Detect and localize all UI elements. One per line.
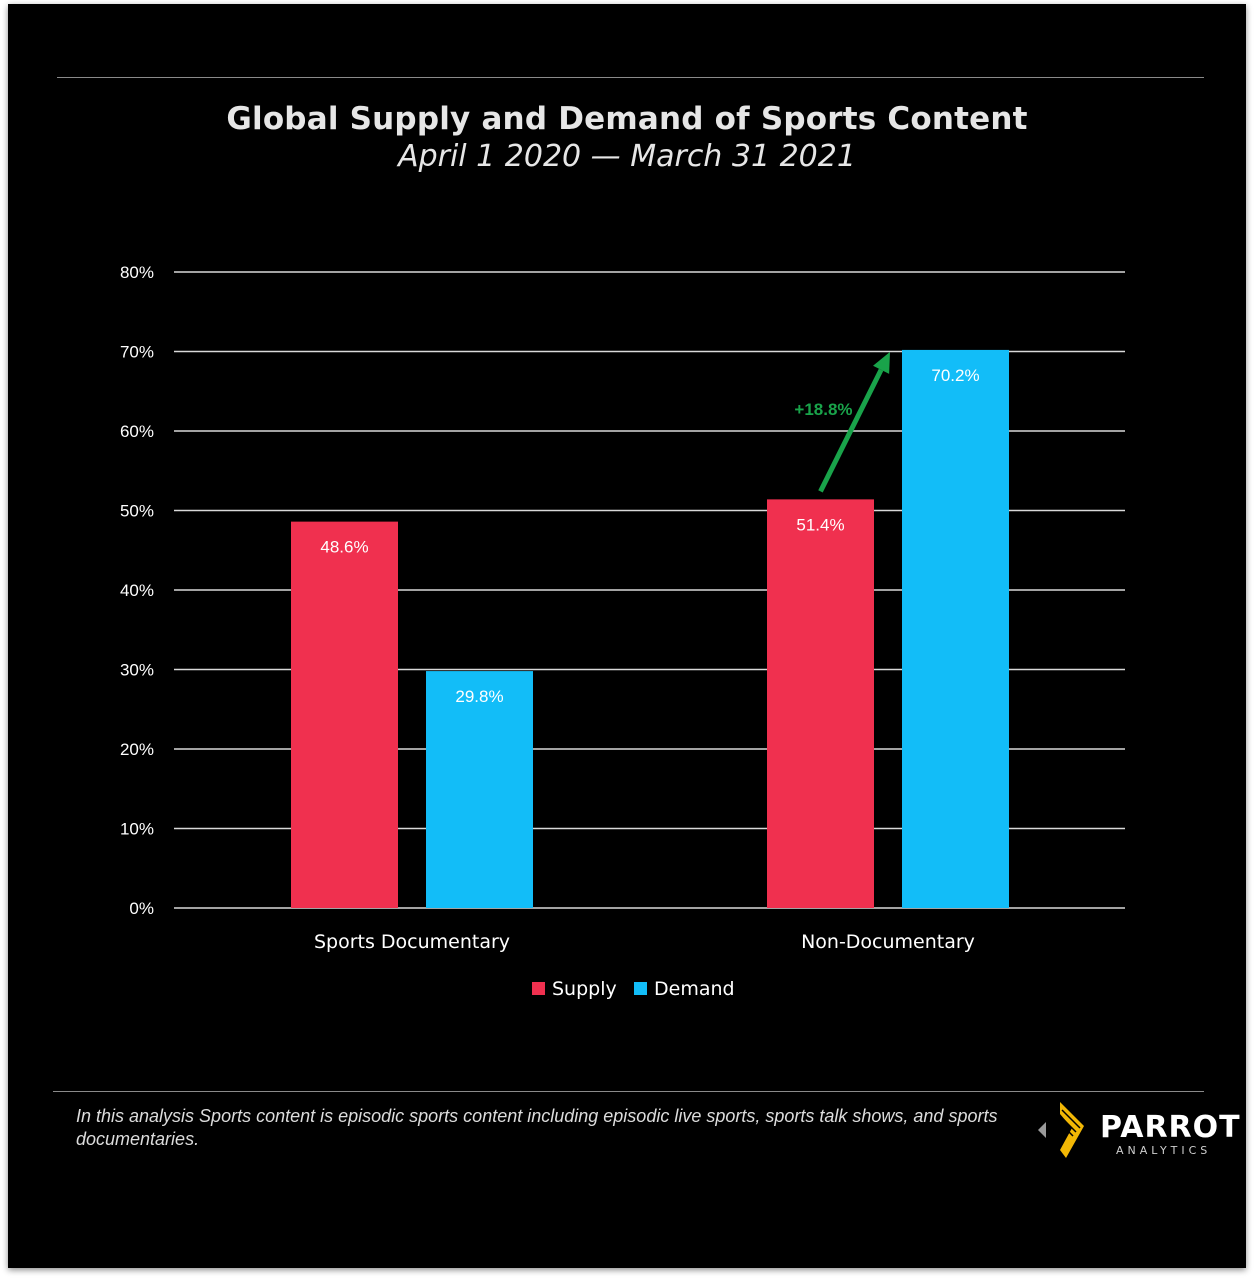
annotation-arrow-shaft — [818, 368, 884, 493]
parrot-logo-icon — [1038, 1102, 1084, 1158]
y-tick-label: 70% — [120, 343, 154, 362]
y-tick-label: 0% — [129, 899, 154, 918]
annotation: +18.8% — [794, 351, 890, 493]
parrot-analytics-logo: PARROT ANALYTICS — [1036, 1100, 1240, 1160]
y-tick-label: 60% — [120, 422, 154, 441]
legend-label: Demand — [654, 978, 735, 1000]
y-tick-label: 20% — [120, 740, 154, 759]
data-label: 51.4% — [796, 515, 844, 534]
annotation-arrow-head — [873, 351, 890, 374]
y-tick-label: 80% — [120, 263, 154, 282]
bar — [767, 499, 874, 908]
bar — [291, 521, 398, 908]
bars — [291, 349, 1009, 908]
chart-subtitle: April 1 2020 — March 31 2021 — [398, 139, 856, 174]
annotation-label: +18.8% — [794, 400, 852, 419]
legend-swatch — [634, 982, 647, 995]
data-labels: 48.6% 29.8% 51.4% 70.2% — [320, 366, 979, 706]
legend-label: Supply — [552, 978, 617, 1000]
logo-subtitle: ANALYTICS — [1116, 1144, 1212, 1157]
logo-wordmark: PARROT — [1100, 1110, 1241, 1145]
x-axis-ticks: Sports Documentary Non-Documentary — [314, 931, 975, 953]
chart-card — [8, 4, 1246, 1268]
bar — [902, 349, 1009, 908]
y-tick-label: 10% — [120, 820, 154, 839]
chart-title: Global Supply and Demand of Sports Conte… — [226, 101, 1028, 137]
footnote: In this analysis Sports content is episo… — [76, 1106, 998, 1149]
top-divider — [57, 77, 1204, 78]
bar — [426, 671, 533, 908]
legend: Supply Demand — [532, 978, 735, 1000]
y-tick-label: 40% — [120, 581, 154, 600]
data-label: 48.6% — [320, 538, 368, 557]
bottom-divider — [53, 1091, 1204, 1092]
data-label: 29.8% — [455, 687, 503, 706]
x-tick-label: Non-Documentary — [801, 931, 975, 953]
data-label: 70.2% — [931, 366, 979, 385]
y-axis-ticks: 0% 10% 20% 30% 40% 50% 60% 70% 80% — [120, 263, 154, 918]
x-tick-label: Sports Documentary — [314, 931, 510, 953]
y-tick-label: 30% — [120, 661, 154, 680]
legend-swatch — [532, 982, 545, 995]
y-tick-label: 50% — [120, 502, 154, 521]
